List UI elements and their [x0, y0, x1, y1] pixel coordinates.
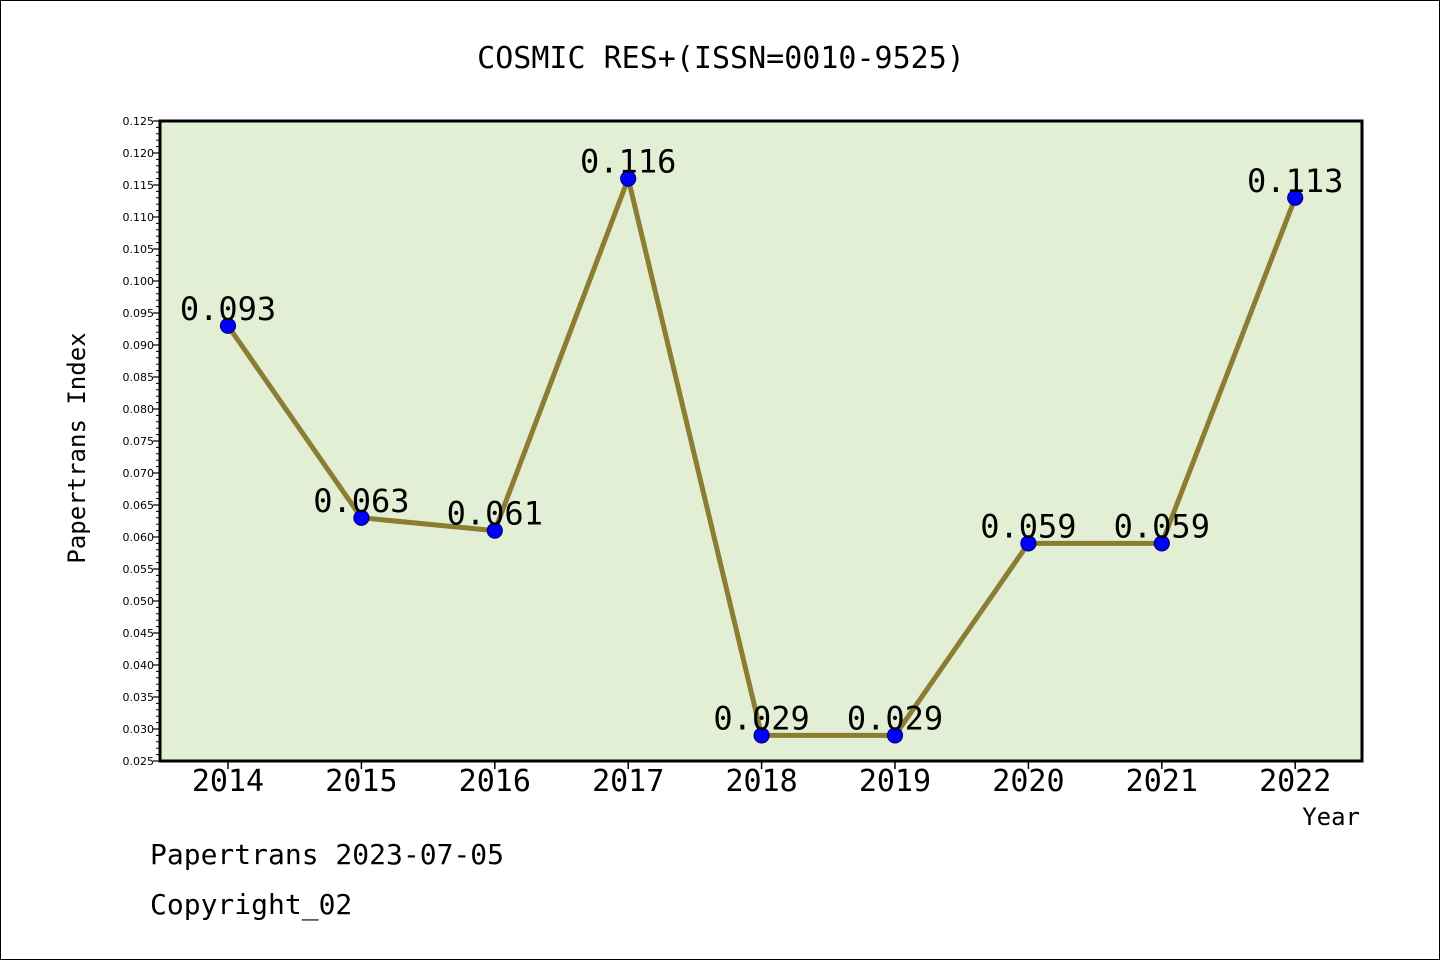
- y-tick-label: 0.120: [123, 147, 155, 160]
- y-axis-ticks: 0.025 0.030 0.035 0.040 0.045 0.050 0.055 0.060…: [123, 115, 160, 768]
- x-axis-ticks: 2014 2015 2016 2017 2018 2019 2020 2021 2022: [192, 761, 1331, 799]
- data-label: 0.116: [580, 143, 676, 181]
- x-axis-label: Year: [1302, 803, 1360, 831]
- data-point: [1153, 535, 1170, 552]
- data-labels: 0.093 0.063 0.061 0.116 0.029 0.029 0.059 0.059…: [180, 143, 1344, 738]
- y-tick-label: 0.110: [123, 211, 155, 224]
- y-tick-label: 0.050: [123, 595, 155, 608]
- y-tick-label: 0.045: [123, 627, 155, 640]
- data-label: 0.029: [847, 699, 943, 737]
- x-tick-label: 2022: [1259, 764, 1331, 799]
- y-tick-label: 0.125: [123, 115, 155, 128]
- y-tick-label: 0.025: [123, 755, 155, 768]
- y-tick-label: 0.085: [123, 371, 155, 384]
- x-tick-label: 2019: [859, 764, 931, 799]
- y-tick-label: 0.095: [123, 307, 155, 320]
- data-point: [753, 727, 770, 744]
- x-tick-label: 2017: [592, 764, 664, 799]
- data-point: [486, 522, 503, 539]
- data-point: [1020, 535, 1037, 552]
- data-point: [886, 727, 904, 744]
- x-tick-label: 2020: [992, 764, 1064, 799]
- x-tick-label: 2016: [459, 764, 531, 799]
- y-tick-label: 0.040: [123, 659, 155, 672]
- y-axis-label: Papertrans Index: [63, 332, 91, 563]
- data-label: 0.093: [180, 290, 276, 328]
- y-tick-label: 0.030: [123, 723, 155, 736]
- data-label: 0.059: [1114, 507, 1210, 545]
- data-point: [219, 317, 237, 334]
- x-tick-label: 2015: [325, 764, 397, 799]
- plot-area: [158, 119, 1364, 763]
- x-tick-label: 2018: [725, 764, 797, 799]
- data-label: 0.029: [713, 699, 809, 737]
- y-tick-label: 0.060: [123, 531, 155, 544]
- x-tick-label: 2021: [1126, 764, 1198, 799]
- x-tick-label: 2014: [192, 764, 264, 799]
- series-markers: [219, 170, 1304, 744]
- chart-title: COSMIC RES+(ISSN=0010-9525): [477, 41, 965, 76]
- data-label: 0.061: [447, 495, 543, 533]
- y-tick-label: 0.055: [123, 563, 155, 576]
- y-tick-label: 0.100: [123, 275, 155, 288]
- data-label: 0.059: [980, 507, 1076, 545]
- data-point: [620, 170, 637, 187]
- footer-copyright: Copyright_02: [150, 888, 352, 922]
- y-tick-label: 0.070: [123, 467, 155, 480]
- y-tick-label: 0.065: [123, 499, 155, 512]
- data-point: [1287, 189, 1304, 206]
- footer-date: Papertrans 2023-07-05: [150, 838, 504, 871]
- y-tick-label: 0.115: [123, 179, 155, 192]
- y-tick-label: 0.105: [123, 243, 155, 256]
- data-label: 0.063: [313, 482, 409, 520]
- data-point: [353, 509, 370, 526]
- data-label: 0.113: [1247, 162, 1343, 200]
- y-tick-label: 0.080: [123, 403, 155, 416]
- y-tick-label: 0.035: [123, 691, 155, 704]
- y-tick-label: 0.075: [123, 435, 155, 448]
- y-tick-label: 0.090: [123, 339, 155, 352]
